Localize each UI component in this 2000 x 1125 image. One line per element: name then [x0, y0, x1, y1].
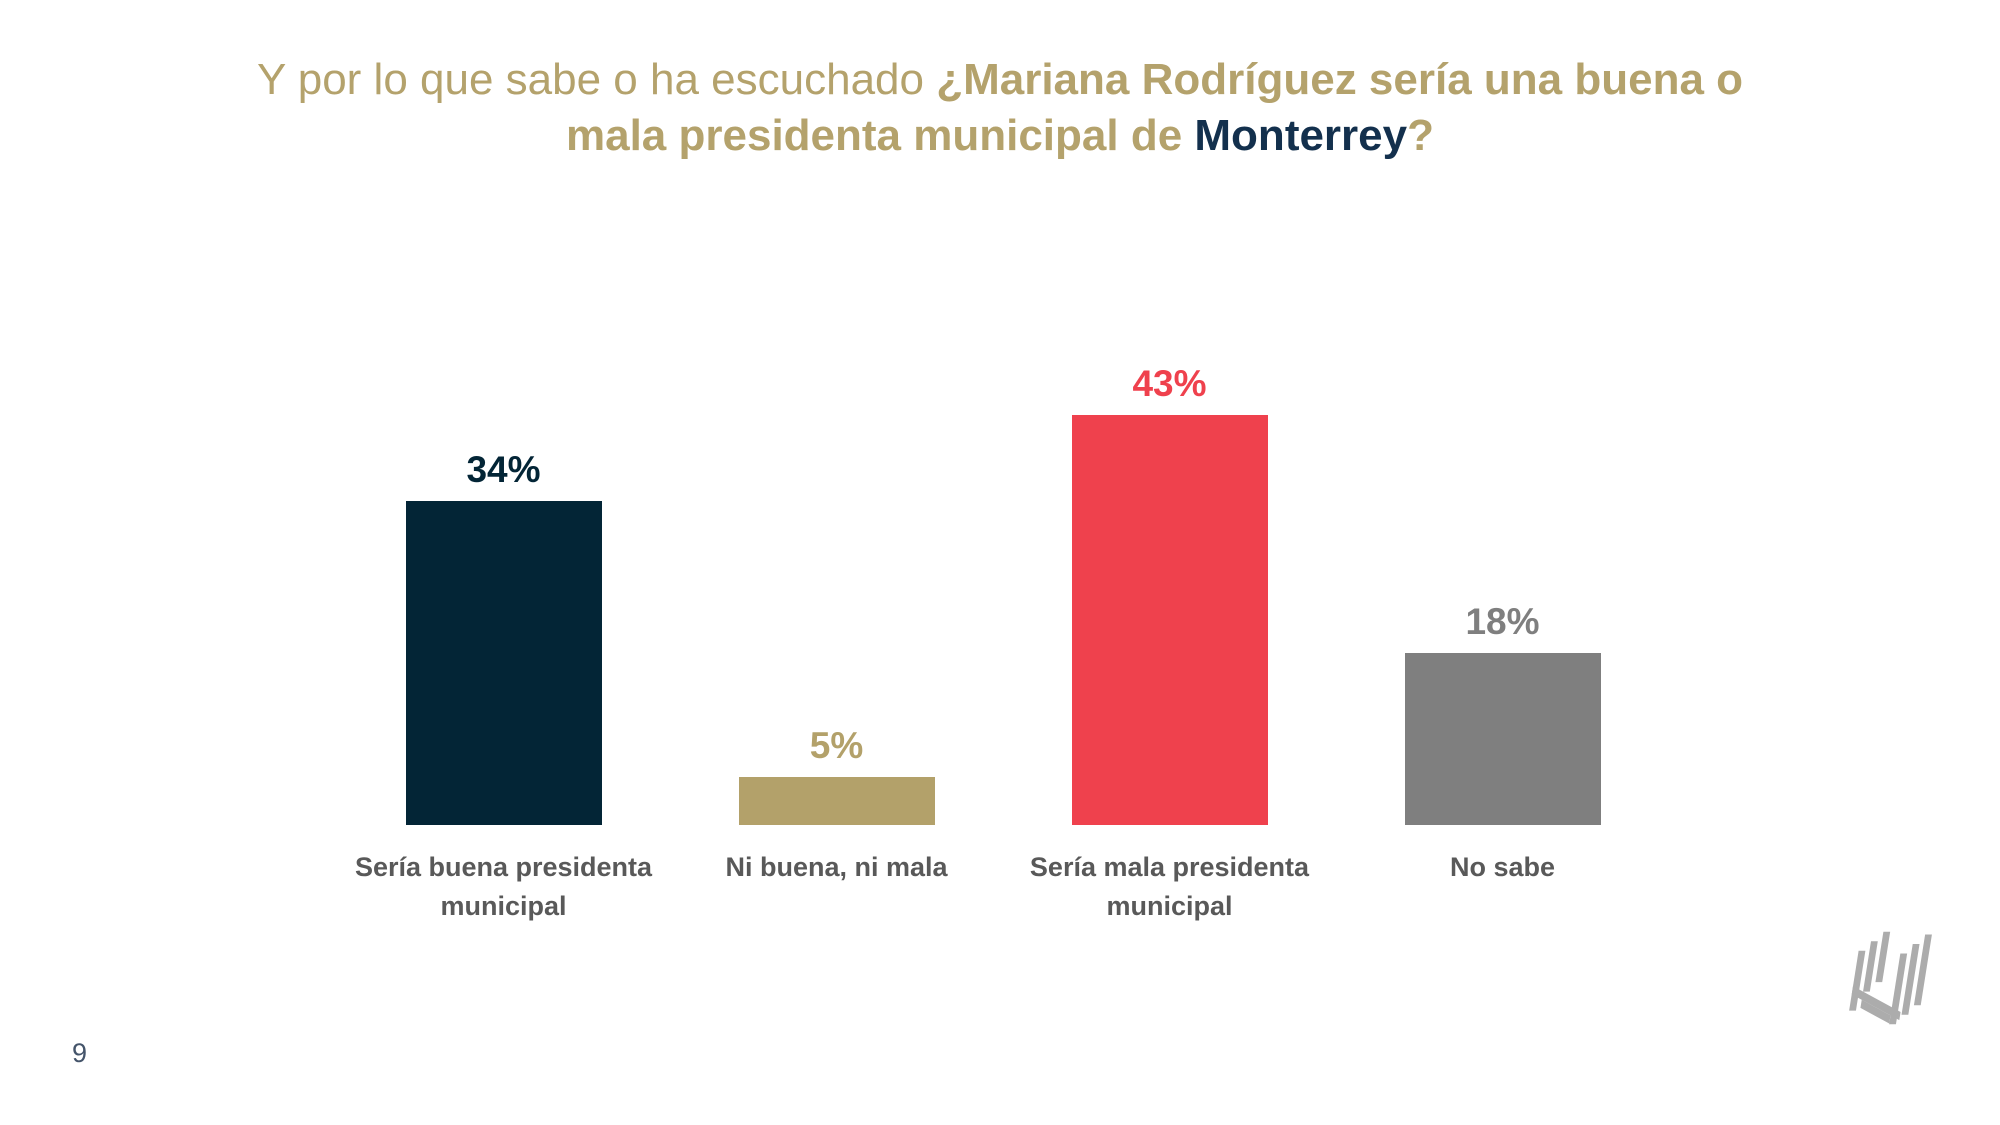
bar	[405, 501, 602, 825]
category-label: Sería buena presidenta municipal	[354, 852, 653, 922]
title-line-2: mala presidenta municipal de Monterrey?	[0, 108, 2000, 164]
logo-mark	[1849, 931, 1932, 1025]
title-bold-text-2: mala presidenta municipal de	[565, 110, 1195, 160]
category-labels: Sería buena presidenta municipal Ni buena,…	[337, 848, 1669, 926]
bar-column: 34%	[337, 449, 670, 825]
bar-value-label: 5%	[809, 725, 864, 766]
title-city-name: Monterrey	[1194, 110, 1408, 160]
title-question-mark: ?	[1407, 110, 1435, 160]
bar-column: 18%	[1336, 601, 1669, 825]
company-logo-icon	[1849, 931, 1932, 1025]
bar-column: 43%	[1003, 363, 1336, 825]
category-label: No sabe	[1449, 852, 1556, 882]
bar	[738, 777, 935, 825]
title-bold-text: ¿Mariana Rodríguez sería una buena o	[936, 55, 1744, 104]
bar-value-label: 34%	[466, 449, 541, 490]
title-line-1: Y por lo que sabe o ha escuchado ¿Marian…	[0, 52, 2000, 108]
bar	[1404, 653, 1601, 825]
category-label: Sería mala presidenta municipal	[1029, 852, 1310, 922]
bar	[1071, 415, 1268, 825]
title-regular-text: Y por lo que sabe o ha escuchado	[256, 55, 937, 104]
category-label: Ni buena, ni mala	[725, 852, 948, 882]
bar-value-label: 18%	[1465, 601, 1540, 642]
slide-title: Y por lo que sabe o ha escuchado ¿Marian…	[0, 52, 2000, 164]
bar-value-label: 43%	[1132, 363, 1207, 404]
page-number: 9	[72, 1038, 88, 1068]
bar-chart: 34% 5% 43% 18%	[337, 315, 1669, 825]
bar-column: 5%	[670, 725, 1003, 825]
